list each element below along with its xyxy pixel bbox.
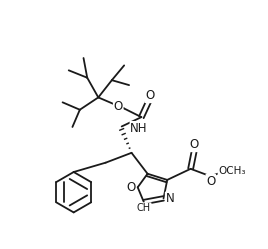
Text: O: O xyxy=(145,89,154,102)
Text: N: N xyxy=(166,192,174,205)
Text: O: O xyxy=(206,175,215,188)
Text: O: O xyxy=(189,138,199,151)
Text: OCH₃: OCH₃ xyxy=(218,166,246,176)
Text: CH: CH xyxy=(137,203,151,213)
Text: O: O xyxy=(114,100,123,113)
Text: NH: NH xyxy=(130,122,148,135)
Text: O: O xyxy=(126,181,135,194)
